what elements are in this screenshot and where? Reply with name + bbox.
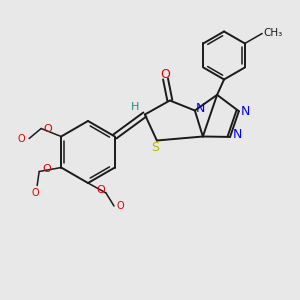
Text: CH₃: CH₃ (263, 28, 283, 38)
Text: O: O (116, 201, 124, 211)
Text: N: N (196, 102, 206, 115)
Text: O: O (97, 185, 105, 195)
Text: O: O (17, 134, 25, 143)
Text: S: S (151, 141, 159, 154)
Text: H: H (131, 101, 139, 112)
Text: N: N (241, 105, 250, 118)
Text: O: O (31, 188, 39, 199)
Text: N: N (232, 128, 242, 141)
Text: O: O (160, 68, 170, 81)
Text: O: O (44, 124, 52, 134)
Text: O: O (43, 164, 52, 175)
